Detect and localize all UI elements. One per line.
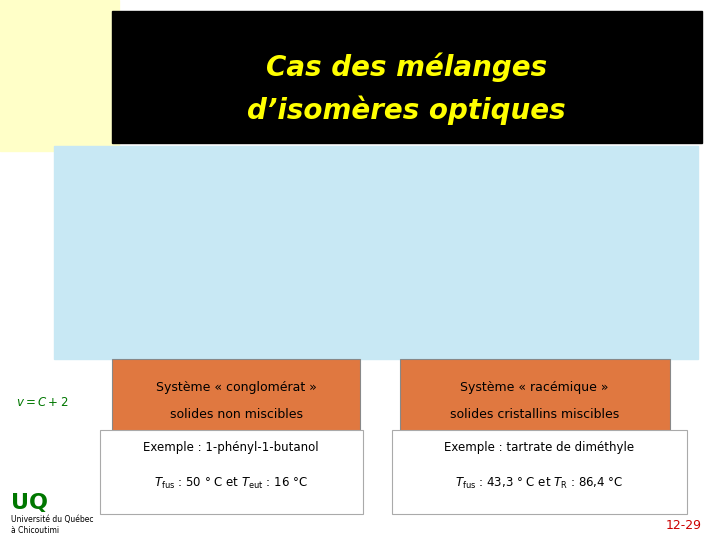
Text: solides cristallins miscibles: solides cristallins miscibles — [449, 408, 619, 421]
Text: $T_{\mathsf{fus}}$: $T_{\mathsf{fus}}$ — [373, 258, 397, 273]
Text: $T_{\mathsf{fus}}$ : 50 ° C et $T_{\mathsf{eut}}$ : 16 °C: $T_{\mathsf{fus}}$ : 50 ° C et $T_{\math… — [154, 476, 308, 491]
Text: solides non miscibles: solides non miscibles — [170, 408, 302, 421]
Text: $v = C + 2$: $v = C + 2$ — [16, 396, 68, 409]
Text: $T_{\mathsf{eut}}$: $T_{\mathsf{eut}}$ — [54, 283, 80, 299]
Text: Racémique: Racémique — [477, 346, 554, 360]
Text: Exemple : tartrate de diméthyle: Exemple : tartrate de diméthyle — [444, 441, 634, 454]
Text: Université du Québec
à Chicoutimi: Université du Québec à Chicoutimi — [11, 515, 94, 535]
Text: Cas des mélanges: Cas des mélanges — [266, 53, 547, 82]
Text: Système « conglomérat »: Système « conglomérat » — [156, 381, 317, 394]
Text: Eutectique: Eutectique — [168, 310, 239, 323]
Text: $T_{\mathsf{fus}}$: $T_{\mathsf{fus}}$ — [55, 205, 80, 221]
Text: $T_{\mathsf{R}}$: $T_{\mathsf{R}}$ — [642, 205, 659, 221]
Text: $T_{\mathsf{fus}}$ : 43,3 ° C et $T_{\mathsf{R}}$ : 86,4 °C: $T_{\mathsf{fus}}$ : 43,3 ° C et $T_{\ma… — [455, 476, 624, 491]
Text: Racémique: Racémique — [165, 346, 242, 360]
Text: M(-): M(-) — [602, 346, 630, 360]
Text: (+): (+) — [91, 346, 113, 360]
Text: Système « racémique »: Système « racémique » — [460, 381, 608, 394]
Text: d’isomères optiques: d’isomères optiques — [248, 96, 566, 125]
Text: (-): (-) — [297, 346, 312, 360]
Text: 12-29: 12-29 — [666, 519, 702, 532]
Text: M(+): M(+) — [397, 346, 431, 360]
Text: $T_{\mathsf{eut}}$: $T_{\mathsf{eut}}$ — [372, 292, 397, 307]
Text: Exemple : 1-phényl-1-butanol: Exemple : 1-phényl-1-butanol — [143, 441, 319, 454]
Text: UQ: UQ — [11, 493, 48, 514]
